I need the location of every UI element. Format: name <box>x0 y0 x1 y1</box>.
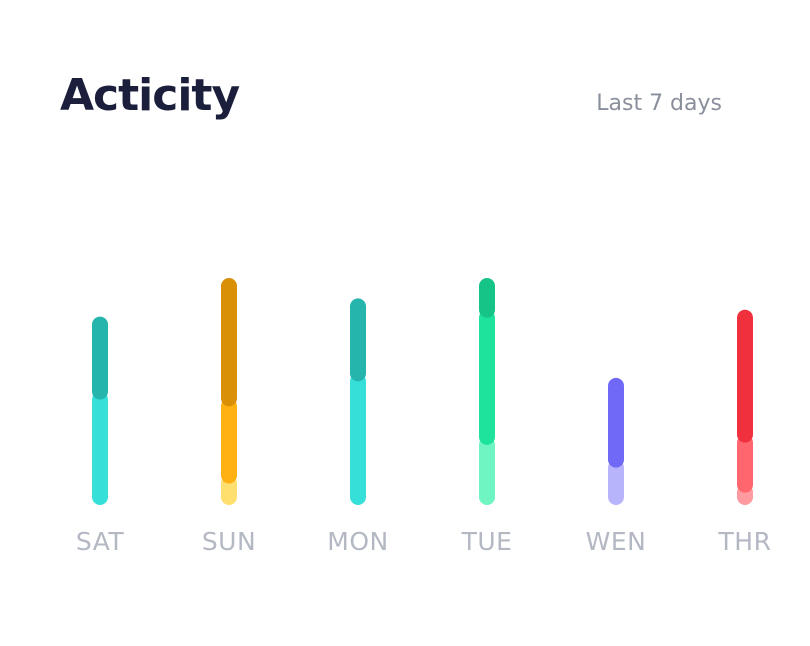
bar-segment-mon-2 <box>350 298 366 382</box>
bar-segment-wen-1 <box>608 459 624 505</box>
page-title: Acticity <box>60 70 240 121</box>
bar-segment-mon-1 <box>350 373 366 505</box>
bar-segment-sat-2 <box>92 316 108 400</box>
date-range-selector[interactable]: Last 7 days <box>596 91 722 116</box>
bar-segment-tue-1 <box>479 436 495 505</box>
bar-segment-thr-2 <box>737 434 753 493</box>
bar-segment-sun-1 <box>221 475 237 505</box>
bar-segment-wen-2 <box>608 377 624 468</box>
bar-wen <box>608 377 624 505</box>
tick-label-wen: WEN <box>586 527 647 556</box>
bar-segment-sat-1 <box>92 391 108 505</box>
tick-label-tue: TUE <box>461 527 513 556</box>
bar-segment-tue-2 <box>479 309 495 445</box>
bar-tue <box>479 278 495 505</box>
tick-label-thr: THR <box>718 527 772 556</box>
bar-segment-tue-3 <box>479 278 495 318</box>
tick-label-sat: SAT <box>76 527 124 556</box>
bar-segment-sun-3 <box>221 278 237 407</box>
bar-segment-thr-3 <box>737 309 753 443</box>
bar-sat <box>92 316 108 505</box>
bar-segment-sun-2 <box>221 398 237 484</box>
tick-label-mon: MON <box>327 527 388 556</box>
bar-sun <box>221 278 237 505</box>
bar-mon <box>350 298 366 505</box>
tick-label-sun: SUN <box>202 527 256 556</box>
bar-thr <box>737 309 753 505</box>
